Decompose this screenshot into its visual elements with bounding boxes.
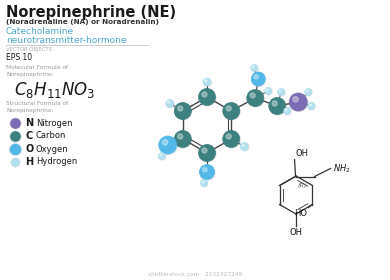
Point [12,147,18,151]
Circle shape [200,179,207,186]
Text: Molecular Formula of
Norepinephrine:: Molecular Formula of Norepinephrine: [6,65,68,77]
Circle shape [269,98,286,115]
Circle shape [200,165,215,179]
Circle shape [278,88,285,95]
Circle shape [200,165,215,180]
Text: (R): (R) [298,183,307,188]
Circle shape [293,97,298,102]
Circle shape [202,92,207,97]
Text: Hydrogen: Hydrogen [36,157,77,167]
Circle shape [159,136,177,154]
Circle shape [166,99,174,108]
Circle shape [199,145,216,162]
Text: $NH_2$: $NH_2$ [333,162,350,175]
Circle shape [254,75,258,79]
Circle shape [223,131,240,148]
Circle shape [223,103,240,120]
Circle shape [226,134,231,139]
Circle shape [250,93,255,98]
Circle shape [240,143,248,151]
Circle shape [178,106,183,111]
Text: OH: OH [296,148,308,157]
Circle shape [279,90,281,92]
Point [12,134,18,138]
Circle shape [202,181,204,183]
Circle shape [269,97,286,115]
Circle shape [202,148,207,153]
Circle shape [251,72,265,86]
Text: shutterstock.com · 2532327249: shutterstock.com · 2532327249 [148,272,242,277]
Circle shape [290,94,308,111]
Circle shape [306,90,308,92]
Circle shape [167,101,170,104]
Circle shape [278,89,285,96]
Text: HO: HO [294,209,307,218]
Circle shape [241,143,249,151]
Circle shape [272,101,277,106]
Point [12,121,18,125]
Circle shape [204,78,211,87]
Text: EPS 10: EPS 10 [6,53,32,62]
Circle shape [284,108,291,115]
Text: Carbon: Carbon [36,132,66,141]
Circle shape [202,167,207,172]
Circle shape [201,180,208,187]
Circle shape [199,89,216,106]
Circle shape [247,90,264,106]
Circle shape [178,134,183,139]
Text: Nitrogen: Nitrogen [36,118,73,127]
Circle shape [223,102,240,120]
Text: Norepinephrine (NE): Norepinephrine (NE) [6,5,176,20]
Circle shape [205,80,207,82]
Circle shape [252,73,266,87]
Text: H: H [25,157,33,167]
Text: C: C [25,131,32,141]
Circle shape [174,102,191,120]
Circle shape [305,89,312,96]
Circle shape [251,65,258,72]
Circle shape [166,100,174,108]
Text: neurotransmitter-hormone: neurotransmitter-hormone [6,36,126,45]
Circle shape [223,130,240,148]
Circle shape [160,154,162,156]
Circle shape [289,93,307,111]
Circle shape [174,130,191,148]
Circle shape [284,108,291,115]
Text: VECTOR OBJECTS: VECTOR OBJECTS [6,47,52,52]
Text: OH: OH [289,228,303,237]
Text: Oxygen: Oxygen [36,144,69,153]
Circle shape [226,106,231,111]
Circle shape [242,144,244,146]
Text: Catecholamine: Catecholamine [6,27,74,36]
Circle shape [265,88,272,95]
Circle shape [199,88,216,106]
Circle shape [266,89,268,91]
Circle shape [309,104,311,106]
Circle shape [247,90,264,107]
Point [12,160,18,164]
Circle shape [158,153,165,160]
Circle shape [203,78,211,86]
Circle shape [305,88,312,95]
Circle shape [175,131,192,148]
Text: (Noradrenaline (NA) or Noradrenalin): (Noradrenaline (NA) or Noradrenalin) [6,19,159,25]
Circle shape [265,87,272,95]
Text: O: O [25,144,33,154]
Circle shape [251,64,258,71]
Circle shape [199,144,216,162]
Text: N: N [25,118,33,128]
Text: Structural Formula of
Norepinephrine:: Structural Formula of Norepinephrine: [6,101,68,113]
Circle shape [308,102,315,109]
Circle shape [162,140,168,145]
Circle shape [159,137,177,155]
Circle shape [252,66,254,68]
Circle shape [285,109,287,111]
Circle shape [308,103,315,110]
Text: $\mathit{C}_8\mathit{H}_{11}\mathit{N}\mathit{O}_3$: $\mathit{C}_8\mathit{H}_{11}\mathit{N}\m… [14,80,95,100]
Circle shape [159,153,166,160]
Circle shape [175,103,192,120]
